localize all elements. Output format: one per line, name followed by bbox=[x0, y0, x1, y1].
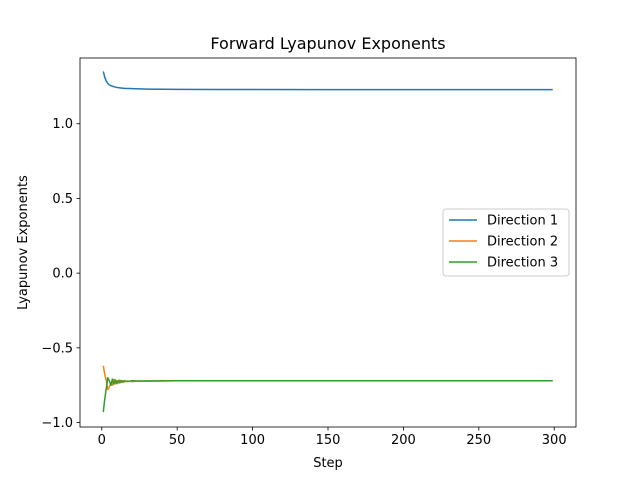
x-axis-label: Step bbox=[313, 456, 343, 471]
y-axis-ticks: −1.0 −0.5 0.0 0.5 1.0 bbox=[41, 117, 80, 431]
y-tick-label: −1.0 bbox=[41, 416, 73, 431]
x-tick-label: 250 bbox=[466, 433, 491, 448]
legend-box bbox=[442, 208, 570, 277]
x-tick-label: 150 bbox=[316, 433, 341, 448]
x-tick-label: 100 bbox=[240, 433, 265, 448]
y-tick-label: 1.0 bbox=[52, 117, 73, 132]
y-axis-label: Lyapunov Exponents bbox=[16, 175, 31, 310]
series-line-1 bbox=[102, 71, 553, 91]
legend-label-3: Direction 3 bbox=[487, 256, 558, 271]
x-tick-label: 0 bbox=[98, 433, 106, 448]
y-tick-label: 0.5 bbox=[52, 192, 73, 207]
y-tick-label: −0.5 bbox=[41, 341, 73, 356]
x-tick-label: 200 bbox=[391, 433, 416, 448]
x-tick-label: 50 bbox=[169, 433, 186, 448]
legend-label-1: Direction 1 bbox=[487, 214, 558, 229]
legend: Direction 1 Direction 2 Direction 3 bbox=[442, 208, 570, 277]
x-tick-label: 300 bbox=[542, 433, 567, 448]
y-tick-label: 0.0 bbox=[52, 267, 73, 282]
x-axis-ticks: 0 50 100 150 200 250 300 bbox=[98, 427, 567, 448]
chart-title: Forward Lyapunov Exponents bbox=[210, 34, 445, 53]
legend-label-2: Direction 2 bbox=[487, 235, 558, 250]
series-line-3 bbox=[102, 376, 553, 413]
plot-lines bbox=[102, 71, 553, 413]
